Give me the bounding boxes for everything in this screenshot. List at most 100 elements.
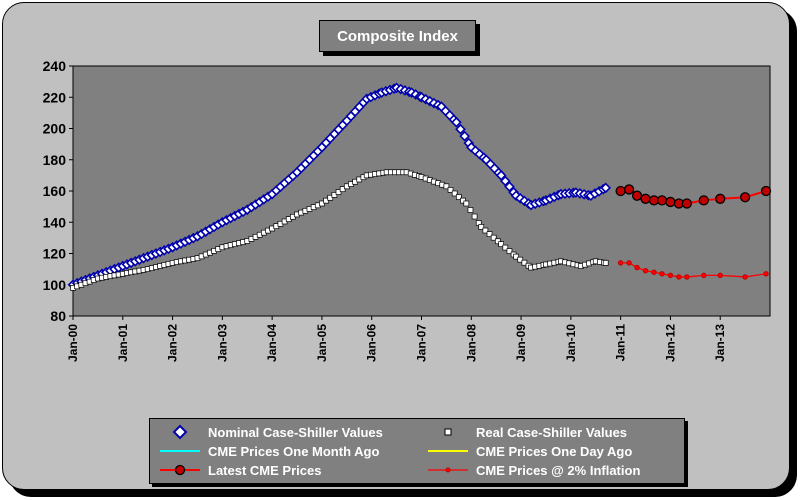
legend-item-nominal: Nominal Case-Shiller Values: [158, 424, 383, 440]
real-point: [460, 197, 466, 204]
latest-cme-point: [681, 198, 693, 209]
nominal-point: [510, 190, 522, 202]
chart-title: Composite Index: [319, 20, 476, 52]
x-tick-label: Jan-12: [663, 324, 677, 362]
x-tick-label: Jan-04: [265, 324, 279, 362]
real-point: [513, 253, 519, 260]
latest-cme-point: [623, 184, 635, 195]
legend-item-month-ago: CME Prices One Month Ago: [158, 443, 379, 459]
real-point: [517, 256, 524, 263]
real-point: [327, 194, 334, 201]
y-tick-label: 100: [43, 277, 67, 293]
x-tick-label: Jan-09: [514, 324, 528, 362]
legend-key-real: [444, 428, 452, 436]
x-tick-label: Jan-03: [215, 324, 229, 362]
legend-label-latest: Latest CME Prices: [208, 462, 322, 478]
y-tick-label: 120: [43, 246, 67, 262]
legend-key-inflation: [428, 467, 468, 473]
inflation-cme-point: [617, 260, 624, 266]
real-point: [323, 197, 329, 204]
legend: Nominal Case-Shiller Values Real Case-Sh…: [149, 418, 685, 484]
legend-label-day-ago: CME Prices One Day Ago: [476, 443, 633, 459]
x-tick-label: Jan-08: [464, 324, 478, 362]
real-point: [471, 213, 478, 220]
legend-label-real: Real Case-Shiller Values: [476, 424, 628, 440]
x-tick-label: Jan-00: [66, 324, 80, 362]
y-tick-label: 220: [43, 89, 67, 105]
y-tick-label: 80: [50, 308, 66, 324]
real-point: [494, 238, 501, 245]
legend-key-latest: [160, 464, 200, 476]
real-point: [335, 189, 342, 195]
legend-label-inflation: CME Prices @ 2% Inflation: [476, 462, 641, 478]
legend-item-day-ago: CME Prices One Day Ago: [426, 443, 632, 459]
nominal-point: [499, 175, 511, 187]
nominal-point: [459, 130, 470, 142]
real-point: [319, 200, 325, 207]
y-tick-label: 200: [43, 121, 67, 137]
real-point: [451, 190, 458, 197]
nominal-point: [495, 170, 507, 181]
inflation-cme-point: [642, 267, 649, 274]
inflation-cme-point: [742, 274, 748, 280]
legend-item-real: Real Case-Shiller Values: [426, 424, 627, 440]
inflation-cme-point: [684, 274, 690, 280]
y-tick-label: 240: [43, 58, 67, 74]
legend-key-month-ago: [160, 450, 200, 452]
real-point: [482, 227, 489, 234]
x-tick-label: Jan-01: [116, 324, 130, 362]
real-point: [331, 192, 338, 198]
real-point: [502, 244, 509, 251]
real-point: [447, 187, 454, 193]
legend-item-latest: Latest CME Prices: [158, 462, 321, 478]
inflation-cme-point: [634, 264, 640, 271]
real-point: [490, 234, 497, 241]
real-point: [467, 207, 474, 213]
x-tick-label: Jan-06: [365, 324, 379, 362]
plot-area: [72, 65, 771, 317]
nominal-point: [455, 123, 466, 135]
legend-label-nominal: Nominal Case-Shiller Values: [208, 424, 383, 440]
real-point: [498, 241, 505, 247]
real-point: [443, 183, 450, 190]
real-point: [478, 224, 485, 230]
latest-cme-point: [760, 185, 772, 197]
real-point: [486, 231, 493, 237]
real-point: [339, 186, 346, 193]
latest-cme-point: [640, 193, 651, 204]
y-tick-label: 140: [43, 214, 67, 230]
latest-cme-point: [665, 196, 676, 208]
latest-cme-point: [715, 193, 726, 204]
inflation-cme-point: [651, 269, 657, 275]
latest-cme-point: [631, 190, 643, 201]
real-point: [455, 194, 462, 200]
latest-cme-point: [615, 185, 626, 197]
inflation-cme-point: [717, 272, 723, 279]
inflation-cme-point: [659, 271, 665, 277]
latest-cme-point: [656, 195, 668, 206]
x-tick-label: Jan-02: [166, 324, 180, 362]
inflation-cme-point: [701, 272, 707, 279]
inflation-cme-point: [676, 274, 682, 280]
x-tick-label: Jan-07: [415, 324, 429, 362]
x-tick-label: Jan-05: [315, 324, 329, 362]
latest-cme-point: [739, 192, 751, 203]
legend-item-inflation: CME Prices @ 2% Inflation: [426, 462, 640, 478]
x-tick-label: Jan-11: [614, 324, 628, 362]
y-tick-label: 160: [43, 183, 67, 199]
x-tick-label: Jan-10: [564, 324, 578, 362]
x-tick-label: Jan-13: [713, 324, 727, 362]
nominal-point: [514, 192, 526, 204]
inflation-cme-point: [763, 271, 769, 277]
real-point: [463, 200, 470, 207]
real-point: [602, 260, 609, 266]
real-point: [521, 259, 528, 266]
inflation-cme-point: [667, 272, 674, 279]
nominal-point: [451, 116, 462, 128]
inflation-cme-point: [626, 260, 632, 266]
latest-cme-point: [698, 195, 709, 206]
y-tick-label: 180: [43, 152, 67, 168]
legend-key-nominal: [172, 424, 188, 440]
nominal-point: [600, 182, 612, 194]
